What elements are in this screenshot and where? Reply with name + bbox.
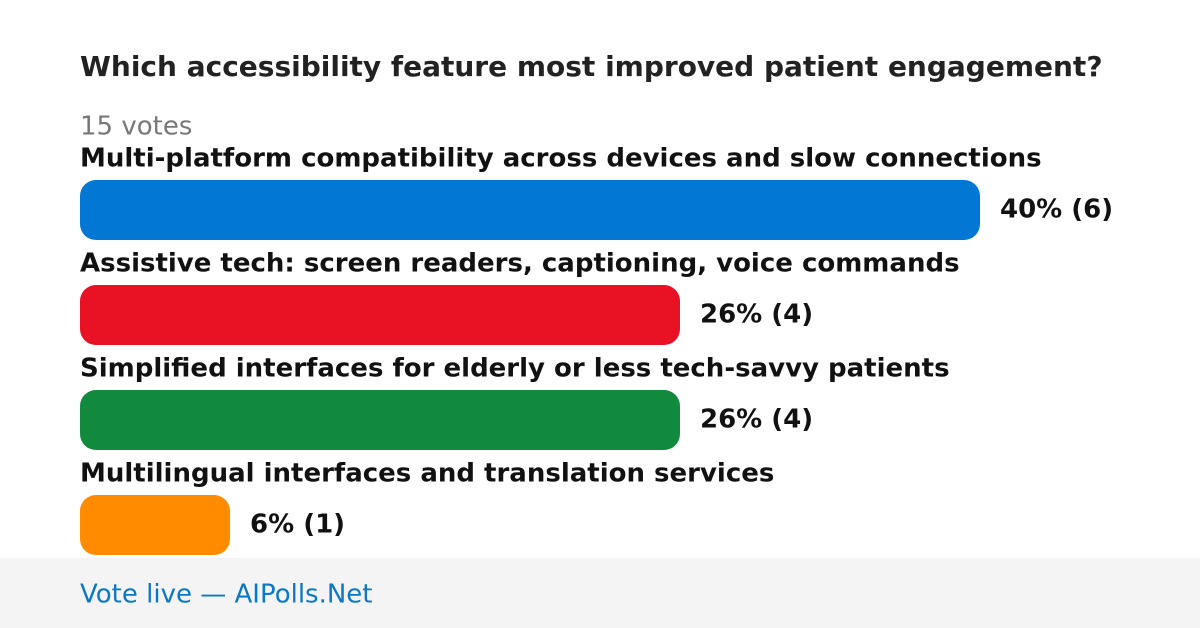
option-label: Multi-platform compatibility across devi… xyxy=(80,144,1042,174)
value-label: 40% (6) xyxy=(1000,195,1113,225)
option-label: Assistive tech: screen readers, captioni… xyxy=(80,249,960,279)
bar xyxy=(80,390,680,450)
option-label: Multilingual interfaces and translation … xyxy=(80,459,774,489)
value-label: 6% (1) xyxy=(250,510,345,540)
value-label: 26% (4) xyxy=(700,300,813,330)
chart-title: Which accessibility feature most improve… xyxy=(80,50,1103,83)
footer-link[interactable]: Vote live — AIPolls.Net xyxy=(80,580,373,610)
vote-count: 15 votes xyxy=(80,112,192,142)
bar xyxy=(80,180,980,240)
option-label: Simplified interfaces for elderly or les… xyxy=(80,354,950,384)
footer-band xyxy=(0,558,1200,628)
bar xyxy=(80,495,230,555)
bar xyxy=(80,285,680,345)
value-label: 26% (4) xyxy=(700,405,813,435)
